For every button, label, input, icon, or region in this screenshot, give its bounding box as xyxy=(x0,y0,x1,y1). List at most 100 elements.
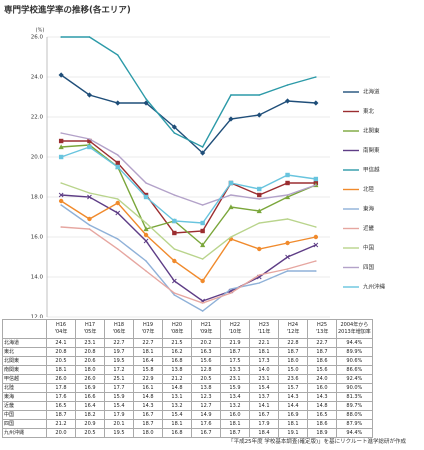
point xyxy=(285,172,290,178)
growth-value: 87.9% xyxy=(336,419,373,429)
table-row: 九州沖縄 20.0 20.5 19.5 18.0 16.8 16.7 18.7 18.4 19.1… xyxy=(2,428,373,438)
series-line xyxy=(61,194,317,302)
table-value: 26.0 xyxy=(75,374,105,384)
table-value: 18.1 xyxy=(133,347,163,357)
table-value: 18.0 xyxy=(75,365,105,375)
table-value: 16.5 xyxy=(46,401,76,411)
legend-label: 北海道 xyxy=(363,88,380,96)
point xyxy=(143,194,149,200)
table-row: 北海道 24.1 23.1 22.7 22.7 21.5 20.2 21.9 22.1 22.8 2… xyxy=(2,338,373,348)
point xyxy=(228,116,234,122)
point xyxy=(258,274,261,276)
table-value: 16.4 xyxy=(133,356,163,366)
table-value: 18.1 xyxy=(162,419,192,429)
table-value: 18.7 xyxy=(278,347,308,357)
table-row: 近畿 16.5 16.4 15.4 14.3 13.2 12.7 13.2 14.1 14.4 14… xyxy=(2,401,373,411)
point xyxy=(315,270,317,272)
point xyxy=(230,94,232,96)
point xyxy=(116,54,119,56)
point xyxy=(284,98,291,104)
row-label: 近畿 xyxy=(2,401,47,411)
y-tick-label: 26.0 xyxy=(31,35,44,41)
table-value: 22.7 xyxy=(133,338,163,348)
table-value: 21.2 xyxy=(162,374,192,384)
table-value: 18.2 xyxy=(75,410,105,420)
table-value: 22.1 xyxy=(249,338,279,348)
point xyxy=(143,238,149,244)
series xyxy=(60,132,317,206)
point xyxy=(115,160,120,166)
row-label: 南関東 xyxy=(2,365,47,375)
row-label: 四国 xyxy=(2,419,47,429)
table-value: 21.9 xyxy=(220,338,250,348)
table-value: 16.7 xyxy=(133,410,163,420)
table-value: 14.3 xyxy=(133,401,163,411)
data-table: H16 '04年 H17 '05年 H18 '06年 H19 '07年 H20 '08年… xyxy=(2,319,373,438)
growth-value: 94.4% xyxy=(336,338,373,348)
point xyxy=(201,204,204,206)
table-value: 17.6 xyxy=(191,419,221,429)
table-value: 20.0 xyxy=(46,428,76,438)
table-value: 12.8 xyxy=(191,365,221,375)
point xyxy=(145,182,147,184)
series-line xyxy=(60,200,316,282)
table-value: 16.8 xyxy=(162,356,192,366)
series-line xyxy=(61,36,317,148)
series-line xyxy=(60,146,316,224)
point xyxy=(115,100,121,106)
table-value: 18.0 xyxy=(133,428,163,438)
table-value: 14.1 xyxy=(249,401,279,411)
growth-value: 90.0% xyxy=(336,383,373,393)
point xyxy=(230,288,232,290)
y-tick-label: 20.0 xyxy=(31,155,44,161)
table-header-row: H16 '04年 H17 '05年 H18 '06年 H19 '07年 H20 '08年… xyxy=(2,319,373,339)
point xyxy=(173,132,176,134)
table-row: 北関東 20.5 20.6 19.5 16.4 16.8 15.6 17.5 17.3 18.0 1… xyxy=(2,356,373,366)
series-line xyxy=(60,204,316,312)
point xyxy=(115,164,120,170)
point xyxy=(87,216,92,222)
point xyxy=(173,294,176,296)
table-value: 13.2 xyxy=(220,401,250,411)
growth-value: 89.7% xyxy=(336,401,373,411)
point xyxy=(201,310,204,312)
point xyxy=(286,270,289,272)
growth-value: 90.6% xyxy=(336,356,373,366)
point xyxy=(171,278,177,284)
table-value: 14.0 xyxy=(249,365,279,375)
point xyxy=(86,92,93,98)
table-value: 21.5 xyxy=(162,338,192,348)
table-value: 15.4 xyxy=(104,401,134,411)
point xyxy=(116,154,119,156)
table-value: 16.7 xyxy=(191,428,221,438)
row-label: 東北 xyxy=(2,347,47,357)
point xyxy=(256,112,262,118)
series xyxy=(60,204,317,312)
point xyxy=(116,248,119,250)
table-value: 16.6 xyxy=(75,392,105,402)
point xyxy=(258,222,261,224)
growth-value: 89.9% xyxy=(336,347,373,357)
table-value: 15.4 xyxy=(249,383,279,393)
table-value: 18.7 xyxy=(133,419,163,429)
point xyxy=(201,302,204,304)
table-value: 15.7 xyxy=(278,383,308,393)
table-value: 17.5 xyxy=(220,356,250,366)
point xyxy=(201,258,204,260)
growth-value: 88.0% xyxy=(336,410,373,420)
legend-label: 九州沖縄 xyxy=(363,283,386,291)
table-value: 16.2 xyxy=(162,347,192,357)
point xyxy=(172,230,177,236)
point xyxy=(173,194,176,196)
point xyxy=(172,218,177,224)
table-value: 17.9 xyxy=(104,410,134,420)
y-tick-label: 22.0 xyxy=(31,115,44,121)
table-value: 18.7 xyxy=(46,410,76,420)
table-row: 東海 17.6 16.6 15.9 14.8 13.1 12.3 13.4 13.7 14.3 14… xyxy=(2,392,373,402)
table-value: 13.7 xyxy=(249,392,279,402)
table-row: 中国 18.7 18.2 17.9 16.7 15.4 14.9 16.0 16.7 16.9 16… xyxy=(2,410,373,420)
table-value: 16.7 xyxy=(249,410,279,420)
point xyxy=(116,238,119,240)
point xyxy=(200,150,206,156)
category-header: H20 '08年 xyxy=(162,319,192,339)
